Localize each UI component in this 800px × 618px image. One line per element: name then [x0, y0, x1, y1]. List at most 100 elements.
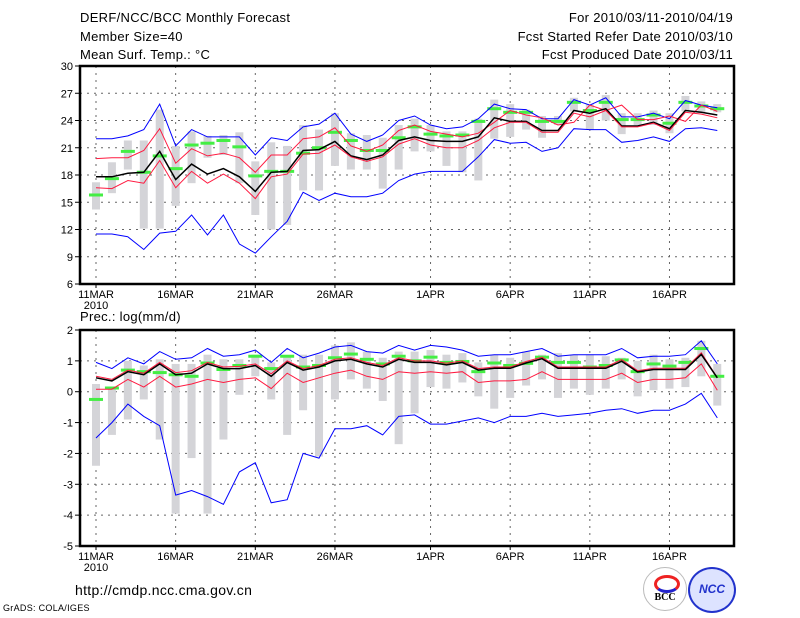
series-upper-line: [95, 104, 718, 174]
forecast-period: For 2010/03/11-2010/04/19: [568, 10, 733, 25]
x-tick-label: 11APR: [573, 289, 607, 301]
ensemble-bar: [330, 113, 339, 166]
series-min-line: [96, 127, 718, 254]
obs-marker: [678, 100, 693, 104]
ensemble-bar: [394, 125, 403, 170]
ensemble-bar: [490, 99, 499, 139]
ensemble-bar: [522, 351, 531, 386]
obs-marker: [264, 169, 279, 173]
y-tick-label: 21: [61, 143, 73, 155]
series-mean-line: [95, 353, 718, 382]
ncc-logo: NCC: [688, 567, 736, 613]
ensemble-bar: [346, 133, 355, 170]
ensemble-bar: [107, 388, 116, 435]
obs-marker: [566, 360, 581, 364]
ensemble-bar: [139, 140, 148, 229]
y-tick-label: -2: [63, 448, 73, 460]
obs-marker: [678, 360, 693, 364]
y-tick-label: 1: [67, 356, 73, 368]
x-tick-sublabel: 2010: [84, 562, 108, 574]
ensemble-bar: [219, 135, 228, 156]
ensemble-bar: [267, 142, 276, 230]
source-url[interactable]: http://cmdp.ncc.cma.gov.cn: [75, 582, 253, 598]
obs-marker: [646, 113, 661, 117]
obs-marker: [375, 148, 390, 152]
ensemble-bar: [426, 350, 435, 388]
obs-marker: [232, 145, 247, 149]
plot-frame: [78, 64, 736, 286]
obs-marker: [120, 149, 135, 153]
x-tick-label: 16MAR: [157, 289, 194, 301]
ensemble-bar: [203, 135, 212, 158]
obs-marker: [248, 354, 263, 358]
ensemble-bar: [681, 357, 690, 388]
obs-marker: [487, 107, 502, 111]
x-tick-label: 1APR: [416, 551, 445, 563]
obs-marker: [455, 359, 470, 363]
x-tick-label: 11MAR: [78, 551, 114, 563]
obs-marker: [662, 364, 677, 368]
obs-marker: [343, 138, 358, 142]
ensemble-bar: [538, 354, 547, 380]
ensemble-bar: [490, 354, 499, 409]
ensemble-bar: [123, 360, 132, 420]
ensemble-bar: [187, 131, 196, 184]
ensemble-bar: [569, 354, 578, 389]
obs-marker: [439, 134, 454, 138]
ensemble-bar: [442, 354, 451, 389]
series-min-line: [95, 392, 718, 505]
obs-marker: [487, 361, 502, 365]
y-tick-label: 9: [67, 252, 73, 264]
ensemble-bar: [299, 125, 308, 191]
ensemble-bar: [442, 131, 451, 166]
obs-marker: [694, 347, 709, 351]
obs-marker: [710, 374, 725, 378]
ensemble-bar: [617, 113, 626, 135]
plot-frame: [78, 328, 736, 548]
obs-marker: [535, 119, 550, 123]
ensemble-bar: [617, 357, 626, 380]
figure-title: DERF/NCC/BCC Monthly Forecast: [80, 10, 291, 25]
y-tick-label: 12: [61, 225, 73, 237]
obs-marker: [471, 119, 486, 123]
obs-marker: [391, 136, 406, 140]
ensemble-bar: [267, 362, 276, 400]
ensemble-bar: [665, 359, 674, 389]
series-lower-line: [96, 363, 718, 391]
obs-marker: [327, 130, 342, 134]
x-tick-label: 26MAR: [317, 289, 354, 301]
obs-marker: [104, 177, 119, 181]
obs-marker: [168, 167, 183, 171]
ensemble-bar: [522, 109, 531, 130]
member-size: Member Size=40: [80, 29, 183, 44]
ensemble-bar: [362, 351, 371, 389]
ensemble-bar: [92, 384, 100, 466]
ensemble-bar: [362, 135, 371, 170]
y-tick-label: -1: [63, 418, 73, 430]
ensemble-bar: [139, 365, 148, 400]
ensemble-bar: [315, 129, 324, 191]
y-tick-label: -3: [63, 479, 73, 491]
obs-marker: [136, 370, 151, 374]
obs-marker: [89, 193, 103, 197]
obs-marker: [375, 362, 390, 366]
start-date: Fcst Started Refer Date 2010/03/10: [517, 29, 733, 44]
ensemble-bar: [155, 109, 164, 229]
bcc-logo-text: BCC: [654, 592, 676, 603]
obs-marker: [152, 154, 167, 158]
obs-marker: [550, 119, 565, 123]
x-tick-label: 26MAR: [317, 551, 354, 563]
ensemble-bar: [235, 359, 244, 395]
obs-marker: [550, 360, 565, 364]
obs-marker: [455, 133, 470, 137]
y-tick-label: 6: [67, 279, 73, 291]
ensemble-bar: [585, 354, 594, 395]
x-tick-label: 21MAR: [237, 289, 274, 301]
obs-marker: [646, 362, 661, 366]
ensemble-bar: [410, 118, 419, 152]
ensemble-bar: [283, 145, 292, 225]
y-tick-label: 15: [61, 197, 73, 209]
